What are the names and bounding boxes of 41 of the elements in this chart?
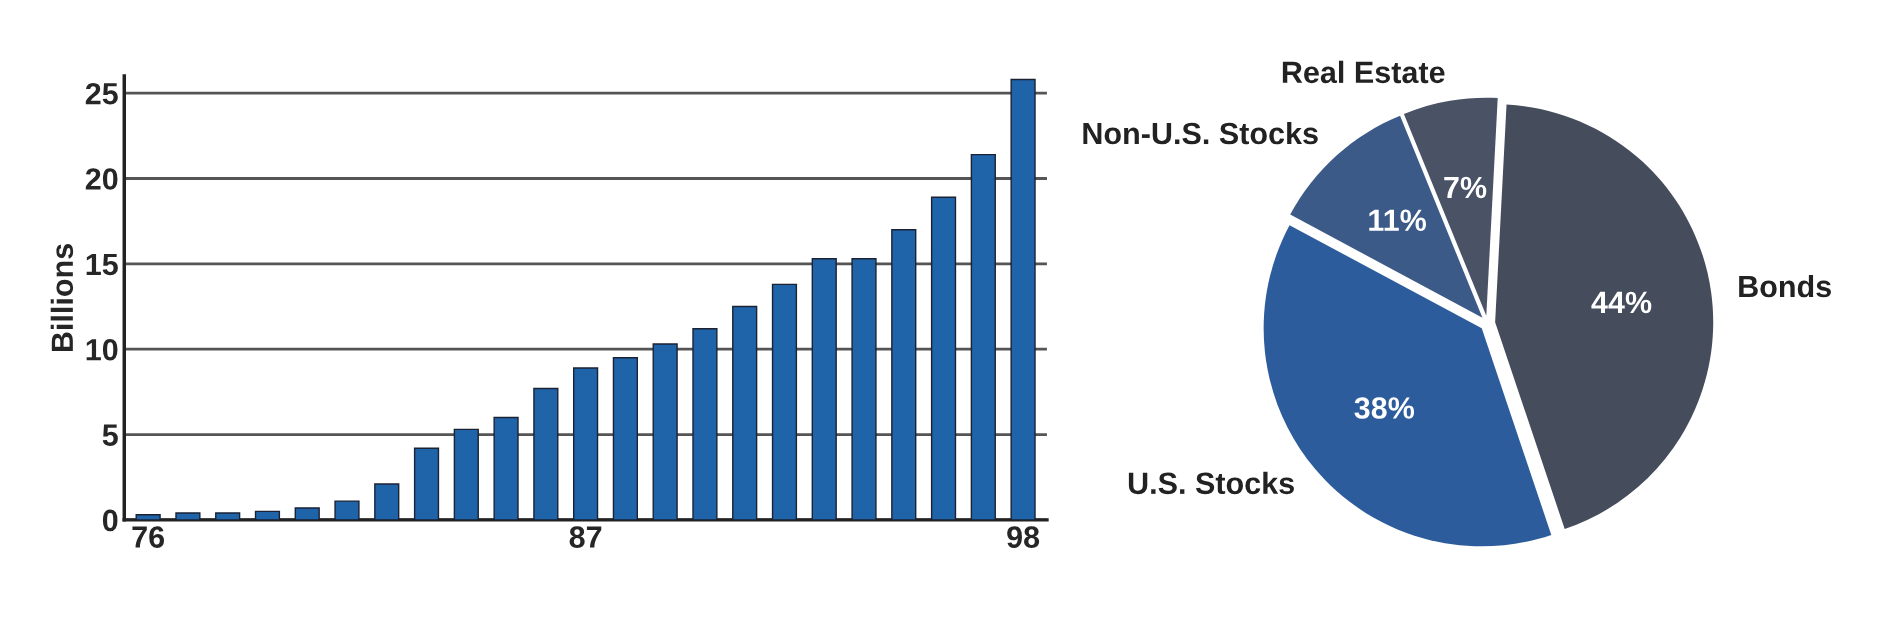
bar — [294, 507, 320, 520]
bar — [215, 512, 241, 520]
bar — [254, 510, 281, 520]
data-label: 7% — [1444, 176, 1487, 199]
bar — [175, 512, 201, 520]
bar — [135, 514, 161, 520]
bar — [334, 500, 360, 520]
y-tick-label: 15 — [86, 253, 118, 276]
bar — [374, 483, 400, 520]
y-axis-title: Billions — [50, 244, 74, 352]
bar — [970, 153, 996, 520]
bar — [811, 258, 837, 520]
y-tick-label: 0 — [102, 509, 118, 532]
y-tick-label: 25 — [85, 82, 118, 105]
y-tick-label: 10 — [86, 338, 118, 361]
slice-label: Bonds — [1739, 274, 1831, 298]
bar — [851, 258, 877, 520]
bar — [771, 283, 798, 520]
data-label: 44% — [1591, 291, 1652, 314]
x-tick-label: 98 — [1007, 526, 1040, 548]
x-tick-label: 76 — [132, 526, 165, 548]
y-tick-label: 20 — [85, 168, 118, 190]
bar — [493, 416, 519, 520]
slice-label: Non-U.S. Stocks — [1083, 121, 1318, 145]
bar — [572, 367, 599, 520]
bar — [692, 328, 718, 520]
bar — [1010, 78, 1036, 520]
slice-label: U.S. Stocks — [1128, 471, 1294, 495]
bar — [891, 229, 917, 520]
slice-label: Real Estate — [1282, 60, 1445, 84]
bar — [413, 447, 440, 520]
bar — [453, 428, 479, 520]
bar — [652, 343, 678, 520]
x-tick-label: 87 — [569, 526, 602, 548]
bar — [612, 357, 639, 520]
y-tick-label: 5 — [102, 424, 118, 446]
data-label: 11% — [1369, 209, 1427, 231]
data-label: 38% — [1354, 397, 1415, 419]
bar — [732, 305, 758, 520]
bar — [930, 196, 957, 520]
bar — [533, 387, 559, 520]
